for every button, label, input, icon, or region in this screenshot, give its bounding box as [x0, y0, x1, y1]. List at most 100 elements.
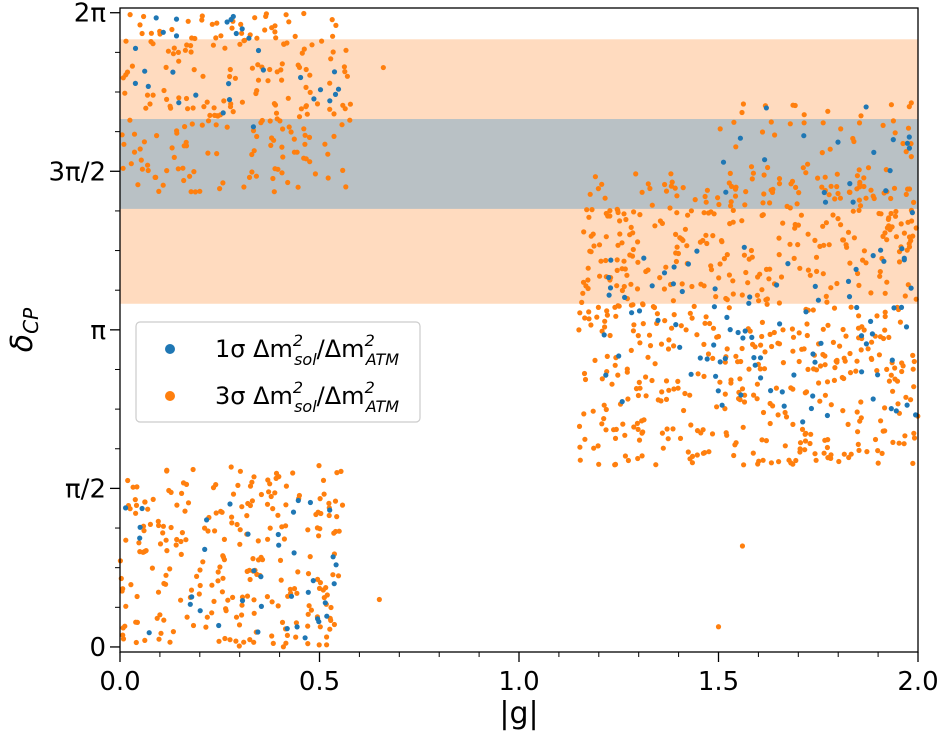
point-3sigma	[828, 285, 834, 291]
point-3sigma	[122, 623, 128, 629]
point-3sigma	[267, 525, 273, 531]
point-3sigma	[738, 358, 744, 365]
point-1sigma	[132, 45, 139, 52]
point-3sigma	[754, 292, 761, 298]
point-3sigma	[893, 234, 900, 240]
point-3sigma	[579, 299, 585, 305]
point-3sigma	[875, 460, 881, 466]
point-3sigma	[617, 231, 623, 237]
point-3sigma	[295, 184, 301, 190]
ticks-layer: 0.0 0.5 1.0 1.5 2.0 0 π/2 π 3π/2 2π	[49, 0, 939, 697]
point-3sigma	[830, 339, 837, 345]
point-3sigma	[255, 62, 261, 68]
point-3sigma	[276, 474, 282, 480]
point-3sigma	[247, 483, 254, 489]
point-3sigma	[898, 221, 904, 227]
point-3sigma	[659, 220, 666, 226]
point-3sigma	[797, 446, 803, 452]
point-1sigma	[670, 281, 677, 287]
point-3sigma	[305, 611, 311, 617]
point-1sigma	[187, 601, 193, 607]
point-1sigma	[258, 574, 264, 580]
point-3sigma	[330, 49, 336, 55]
point-1sigma	[302, 635, 308, 641]
point-3sigma	[174, 128, 180, 134]
point-3sigma	[196, 591, 202, 597]
point-3sigma	[191, 169, 197, 175]
point-3sigma	[824, 379, 831, 385]
point-3sigma	[581, 229, 587, 235]
point-3sigma	[790, 334, 797, 340]
point-3sigma	[161, 617, 167, 623]
point-3sigma	[892, 213, 899, 219]
point-3sigma	[741, 399, 748, 405]
point-3sigma	[622, 453, 629, 459]
legend-1sigma-sup1: 2	[293, 331, 303, 350]
y-tick-label: 0	[89, 633, 106, 663]
point-3sigma	[649, 202, 655, 208]
point-1sigma	[276, 542, 282, 548]
point-3sigma	[328, 56, 334, 62]
point-3sigma	[602, 195, 608, 201]
point-3sigma	[296, 492, 302, 499]
point-3sigma	[685, 449, 691, 455]
point-3sigma	[621, 258, 627, 264]
point-1sigma	[176, 100, 182, 106]
point-1sigma	[132, 80, 138, 86]
point-1sigma	[722, 356, 728, 362]
point-3sigma	[710, 355, 716, 361]
point-3sigma	[732, 186, 739, 192]
point-3sigma	[603, 234, 609, 240]
point-3sigma	[183, 95, 190, 102]
point-3sigma	[910, 460, 916, 466]
point-3sigma	[868, 187, 874, 193]
point-3sigma	[640, 429, 646, 435]
point-3sigma	[678, 323, 684, 329]
point-3sigma	[169, 26, 175, 33]
point-3sigma	[622, 266, 628, 272]
point-3sigma	[239, 30, 245, 36]
point-3sigma	[303, 103, 309, 109]
point-3sigma	[802, 438, 809, 444]
point-3sigma	[882, 309, 888, 315]
point-1sigma	[607, 285, 614, 291]
point-3sigma	[857, 418, 863, 424]
point-1sigma	[332, 91, 339, 97]
point-3sigma	[811, 366, 817, 372]
point-3sigma	[831, 305, 838, 311]
point-3sigma	[214, 20, 220, 26]
point-1sigma	[747, 294, 753, 300]
point-3sigma	[840, 237, 847, 243]
point-3sigma	[229, 520, 235, 526]
point-3sigma	[317, 526, 323, 532]
point-3sigma	[847, 370, 854, 376]
point-3sigma	[591, 445, 597, 451]
point-1sigma	[870, 253, 876, 259]
point-3sigma	[309, 42, 315, 48]
point-3sigma	[160, 182, 166, 188]
point-3sigma	[843, 333, 849, 339]
point-3sigma	[792, 102, 798, 109]
point-1sigma	[883, 188, 889, 194]
point-3sigma	[589, 207, 595, 213]
point-1sigma	[677, 344, 683, 350]
point-3sigma	[326, 512, 332, 519]
point-3sigma	[666, 387, 672, 393]
point-3sigma	[828, 183, 834, 189]
point-3sigma	[671, 312, 677, 318]
point-3sigma	[120, 636, 127, 642]
point-3sigma	[714, 404, 720, 410]
point-3sigma	[580, 279, 587, 285]
point-3sigma	[331, 133, 337, 139]
point-3sigma	[192, 35, 198, 42]
point-3sigma	[761, 191, 767, 197]
point-3sigma	[856, 207, 862, 213]
point-3sigma	[645, 354, 651, 360]
point-3sigma	[615, 242, 621, 248]
point-3sigma	[661, 286, 668, 292]
point-3sigma	[805, 161, 811, 167]
point-3sigma	[726, 305, 732, 311]
point-3sigma	[663, 396, 670, 402]
point-3sigma	[156, 636, 162, 642]
point-3sigma	[776, 181, 783, 187]
